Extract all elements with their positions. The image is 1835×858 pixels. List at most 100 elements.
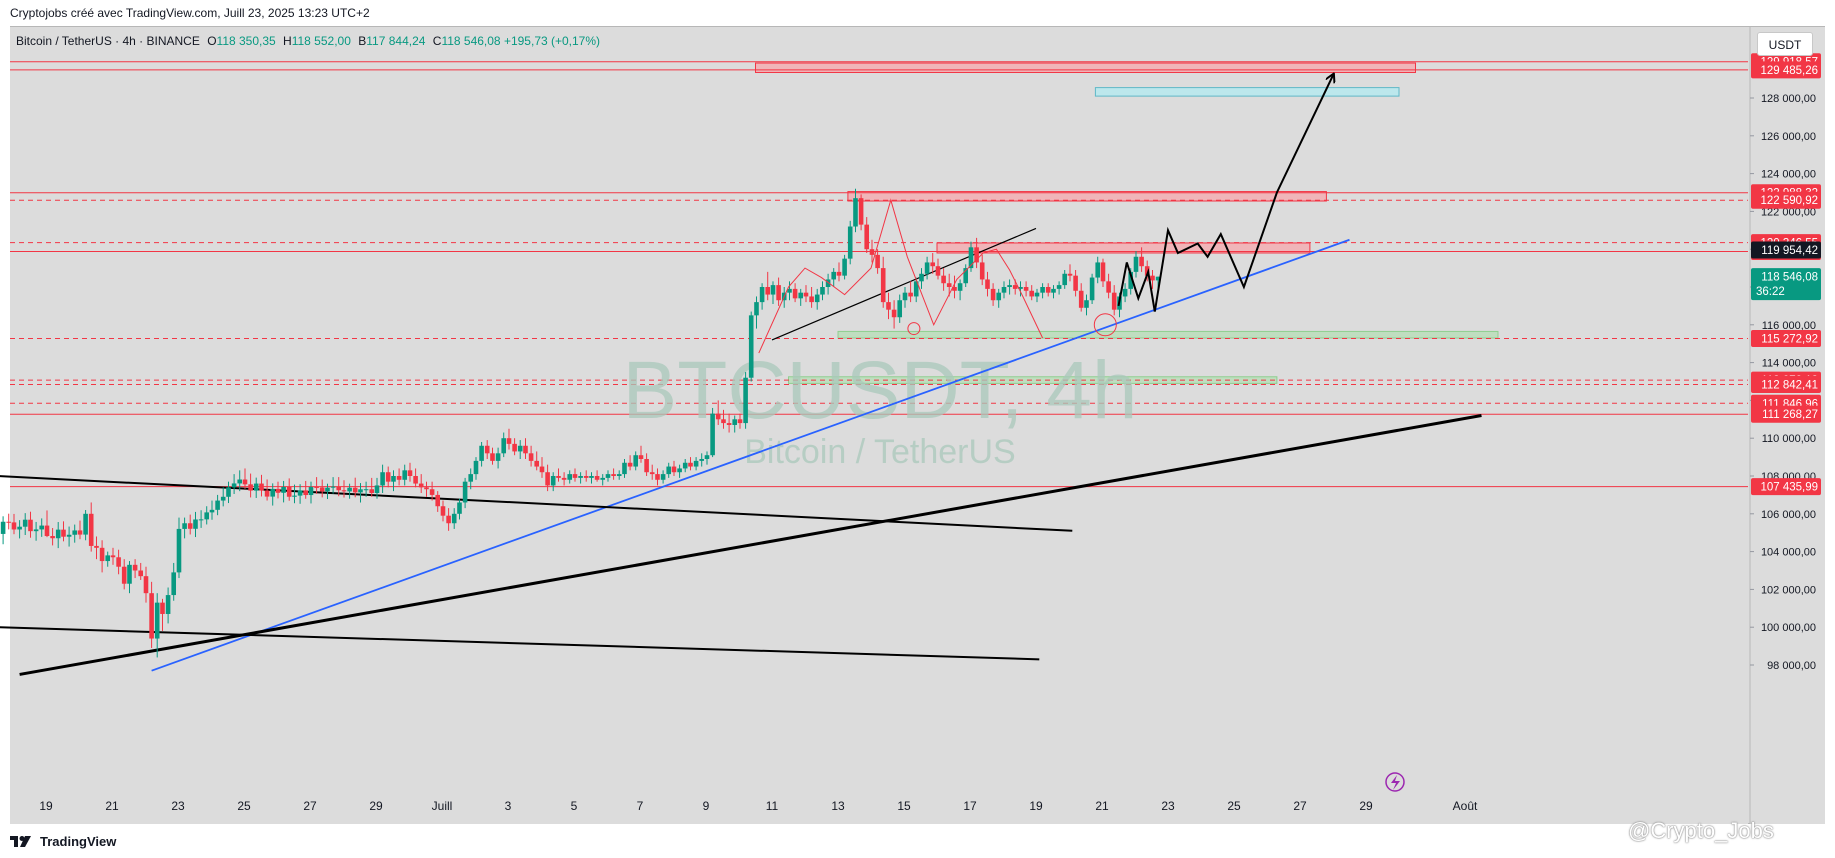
price-level-label[interactable]: 122 590,92 [1751,191,1821,209]
candle [512,438,517,456]
lightning-icon[interactable] [1385,772,1405,792]
zone-resistance-top[interactable] [755,62,1416,73]
candle [880,256,886,308]
low-value: 117 844,24 [366,34,426,48]
candle-body [451,513,457,524]
last-price-label[interactable]: 118 546,08 36:22 [1751,268,1821,301]
symbol-name[interactable]: Bitcoin / TetherUS · 4h · BINANCE [16,34,200,48]
last-price-label-text: 118 546,08 [1761,272,1818,284]
candle [22,513,28,536]
open-label: O [207,34,217,48]
candle [259,474,264,497]
zone-support-upper[interactable] [837,330,1499,339]
trend-line-blue-uptrend[interactable] [151,238,1350,672]
candle [924,256,930,280]
candle-body [341,490,347,492]
currency-selector[interactable]: USDT [1757,32,1813,56]
candle-body [539,466,545,473]
x-tick-label: 29 [369,799,383,813]
candle [292,484,297,504]
zone-resistance-mid[interactable] [936,242,1311,254]
candle [814,288,820,310]
candle [495,447,501,469]
marker-price-label-text: 119 954,42 [1761,245,1818,257]
y-tick-label: 128 000,00 [1761,93,1816,105]
pattern-path[interactable] [758,198,1044,354]
candle [798,288,804,306]
candle-body [990,288,996,301]
candle-body [88,513,94,546]
candle [517,440,523,459]
candle [380,464,385,494]
candle-body [666,466,672,475]
candle [44,510,50,538]
candle-body [154,602,160,639]
price-level-label-text: 107 435,99 [1760,482,1818,494]
y-tick-label: 114 000,00 [1762,358,1816,370]
candle-body [479,445,484,461]
price-level-label[interactable]: 111 268,27 [1751,405,1821,423]
candle [1111,285,1117,316]
candle [341,480,347,498]
candle [347,483,352,499]
candle-body [347,487,352,492]
candle [6,513,12,530]
price-level-label[interactable]: 129 485,26 [1751,61,1821,79]
candle-body [589,476,594,478]
candle-body [105,555,111,562]
y-axis[interactable] [1750,27,1825,824]
candle [1078,283,1084,312]
candle [490,447,495,465]
highlight-circle[interactable] [1093,313,1117,337]
candle-body [1155,276,1161,281]
candle [198,510,204,528]
candle-body [468,474,474,482]
candle [116,549,121,575]
candle [132,559,138,579]
candle-body [820,287,825,295]
candle-body [919,273,924,282]
price-level-label[interactable]: 107 435,99 [1751,478,1821,496]
candle [974,237,979,269]
zone-target-zone[interactable] [1094,87,1400,97]
candle [1084,294,1089,316]
candle [737,413,743,429]
candle [875,249,880,274]
candle-body [462,481,468,503]
candle-body [50,536,55,539]
candle [418,474,424,494]
trend-line-black-long-uptrend[interactable] [19,414,1482,676]
candle-body [28,519,33,532]
candle [402,464,408,486]
candle-body [66,534,72,537]
trend-line-black-downtrend-upper[interactable] [0,475,1073,532]
candle-body [286,486,292,497]
x-tick-label: 11 [766,799,779,813]
candle [985,271,990,297]
forecast-path[interactable] [1153,75,1333,312]
candle [352,477,358,498]
candle-body [660,474,666,480]
plot-area[interactable] [10,27,1748,788]
marker-price-label[interactable]: 119 954,42 [1751,241,1821,259]
candle [710,407,715,458]
x-axis[interactable] [10,788,1748,824]
trend-line-black-downtrend-lower[interactable] [0,626,1040,661]
candle-body [952,287,957,291]
highlight-circle[interactable] [907,322,921,336]
trend-line-black-channel-line[interactable] [771,227,1037,341]
price-level-label[interactable]: 112 842,41 [1751,375,1821,393]
marker-price-label-bg [1751,241,1821,259]
candle [231,474,237,495]
candle-body [77,530,83,535]
zone-resistance-high[interactable] [847,191,1327,202]
candle-body [380,472,385,486]
candle [237,470,243,492]
x-tick-label: 23 [171,799,185,813]
forecast-path-start[interactable] [1117,262,1156,312]
candle-body [143,576,149,594]
price-level-label[interactable]: 115 272,92 [1751,330,1821,348]
candle-body [946,283,952,287]
candle-body [391,476,396,482]
